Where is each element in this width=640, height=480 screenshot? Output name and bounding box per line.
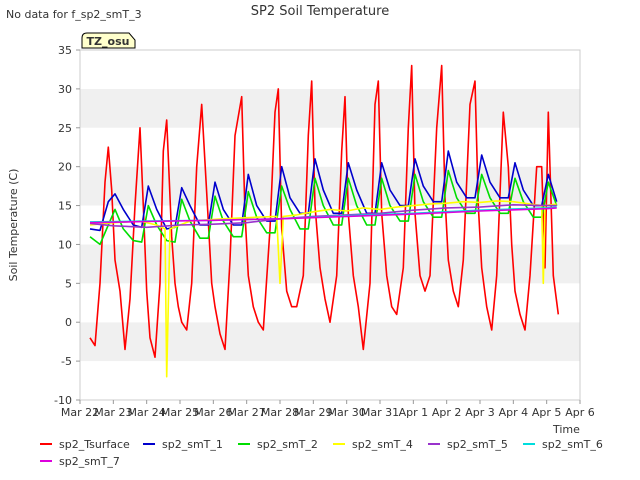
timezone-badge: TZ_osu [81, 32, 136, 49]
no-data-note: No data for f_sp2_smT_3 [6, 8, 142, 21]
legend-label: sp2_Tsurface [59, 438, 130, 451]
y-tick-label: 10 [58, 238, 72, 251]
legend-label: sp2_smT_2 [257, 438, 318, 451]
series-line-sp2_smT_7 [89, 207, 557, 224]
plot-band [80, 50, 580, 89]
y-tick-label: 35 [58, 44, 72, 57]
chart-title: SP2 Soil Temperature [251, 4, 389, 19]
y-tick-label: 25 [58, 122, 72, 135]
y-axis-label: Soil Temperature (C) [7, 169, 20, 282]
x-tick-label: Mar 26 [194, 406, 232, 419]
y-tick-label: -10 [54, 394, 72, 407]
x-tick-label: Mar 28 [261, 406, 299, 419]
y-tick-label: 5 [65, 277, 72, 290]
x-tick-label: Mar 22 [61, 406, 99, 419]
x-tick-label: Apr 3 [465, 406, 495, 419]
legend-label: sp2_smT_7 [59, 455, 120, 468]
plot-area-frame [79, 49, 581, 401]
timezone-label: TZ_osu [87, 35, 130, 48]
x-tick-label: Mar 31 [361, 406, 399, 419]
plot-band [80, 244, 580, 284]
x-tick-label: Mar 23 [94, 406, 132, 419]
legend-label: sp2_smT_4 [352, 438, 413, 451]
x-tick-label: Apr 4 [499, 406, 529, 419]
legend-label: sp2_smT_1 [162, 438, 223, 451]
timezone-badge-box [81, 32, 136, 49]
x-tick-label: Apr 6 [565, 406, 595, 419]
legend: sp2_Tsurface sp2_smT_1 sp2_smT_2 sp2_smT_4 s… [40, 438, 603, 468]
plot-band [80, 322, 580, 362]
plot-band [80, 166, 580, 206]
series-lines [89, 64, 560, 378]
y-tick-label: 0 [65, 316, 72, 329]
y-tick-label: 30 [58, 83, 72, 96]
y-tick-label: 15 [58, 200, 72, 213]
x-axis-label: Time [552, 423, 580, 436]
x-tick-label: Apr 2 [432, 406, 462, 419]
plot-band [80, 361, 580, 400]
y-tick-label: 20 [58, 161, 72, 174]
series-line-sp2_Tsurface [89, 64, 560, 359]
y-axis: -10 -5 0 5 10 15 20 25 30 35 [54, 44, 80, 407]
x-tick-label: Mar 25 [161, 406, 199, 419]
series-line-sp2_smT_5 [89, 204, 557, 229]
legend-label: sp2_smT_5 [447, 438, 508, 451]
x-tick-label: Apr 5 [532, 406, 562, 419]
legend-label: sp2_smT_6 [542, 438, 603, 451]
x-tick-label: Mar 30 [328, 406, 366, 419]
series-line-sp2_smT_4 [89, 200, 557, 378]
x-tick-label: Mar 27 [228, 406, 266, 419]
y-tick-label: -5 [61, 355, 72, 368]
x-tick-label: Mar 24 [128, 406, 166, 419]
plot-band [80, 283, 580, 323]
plot-band [80, 88, 580, 128]
plot-band [80, 205, 580, 245]
x-tick-label: Mar 29 [294, 406, 332, 419]
plot-background-bands [80, 50, 580, 400]
x-tick-label: Apr 1 [399, 406, 429, 419]
